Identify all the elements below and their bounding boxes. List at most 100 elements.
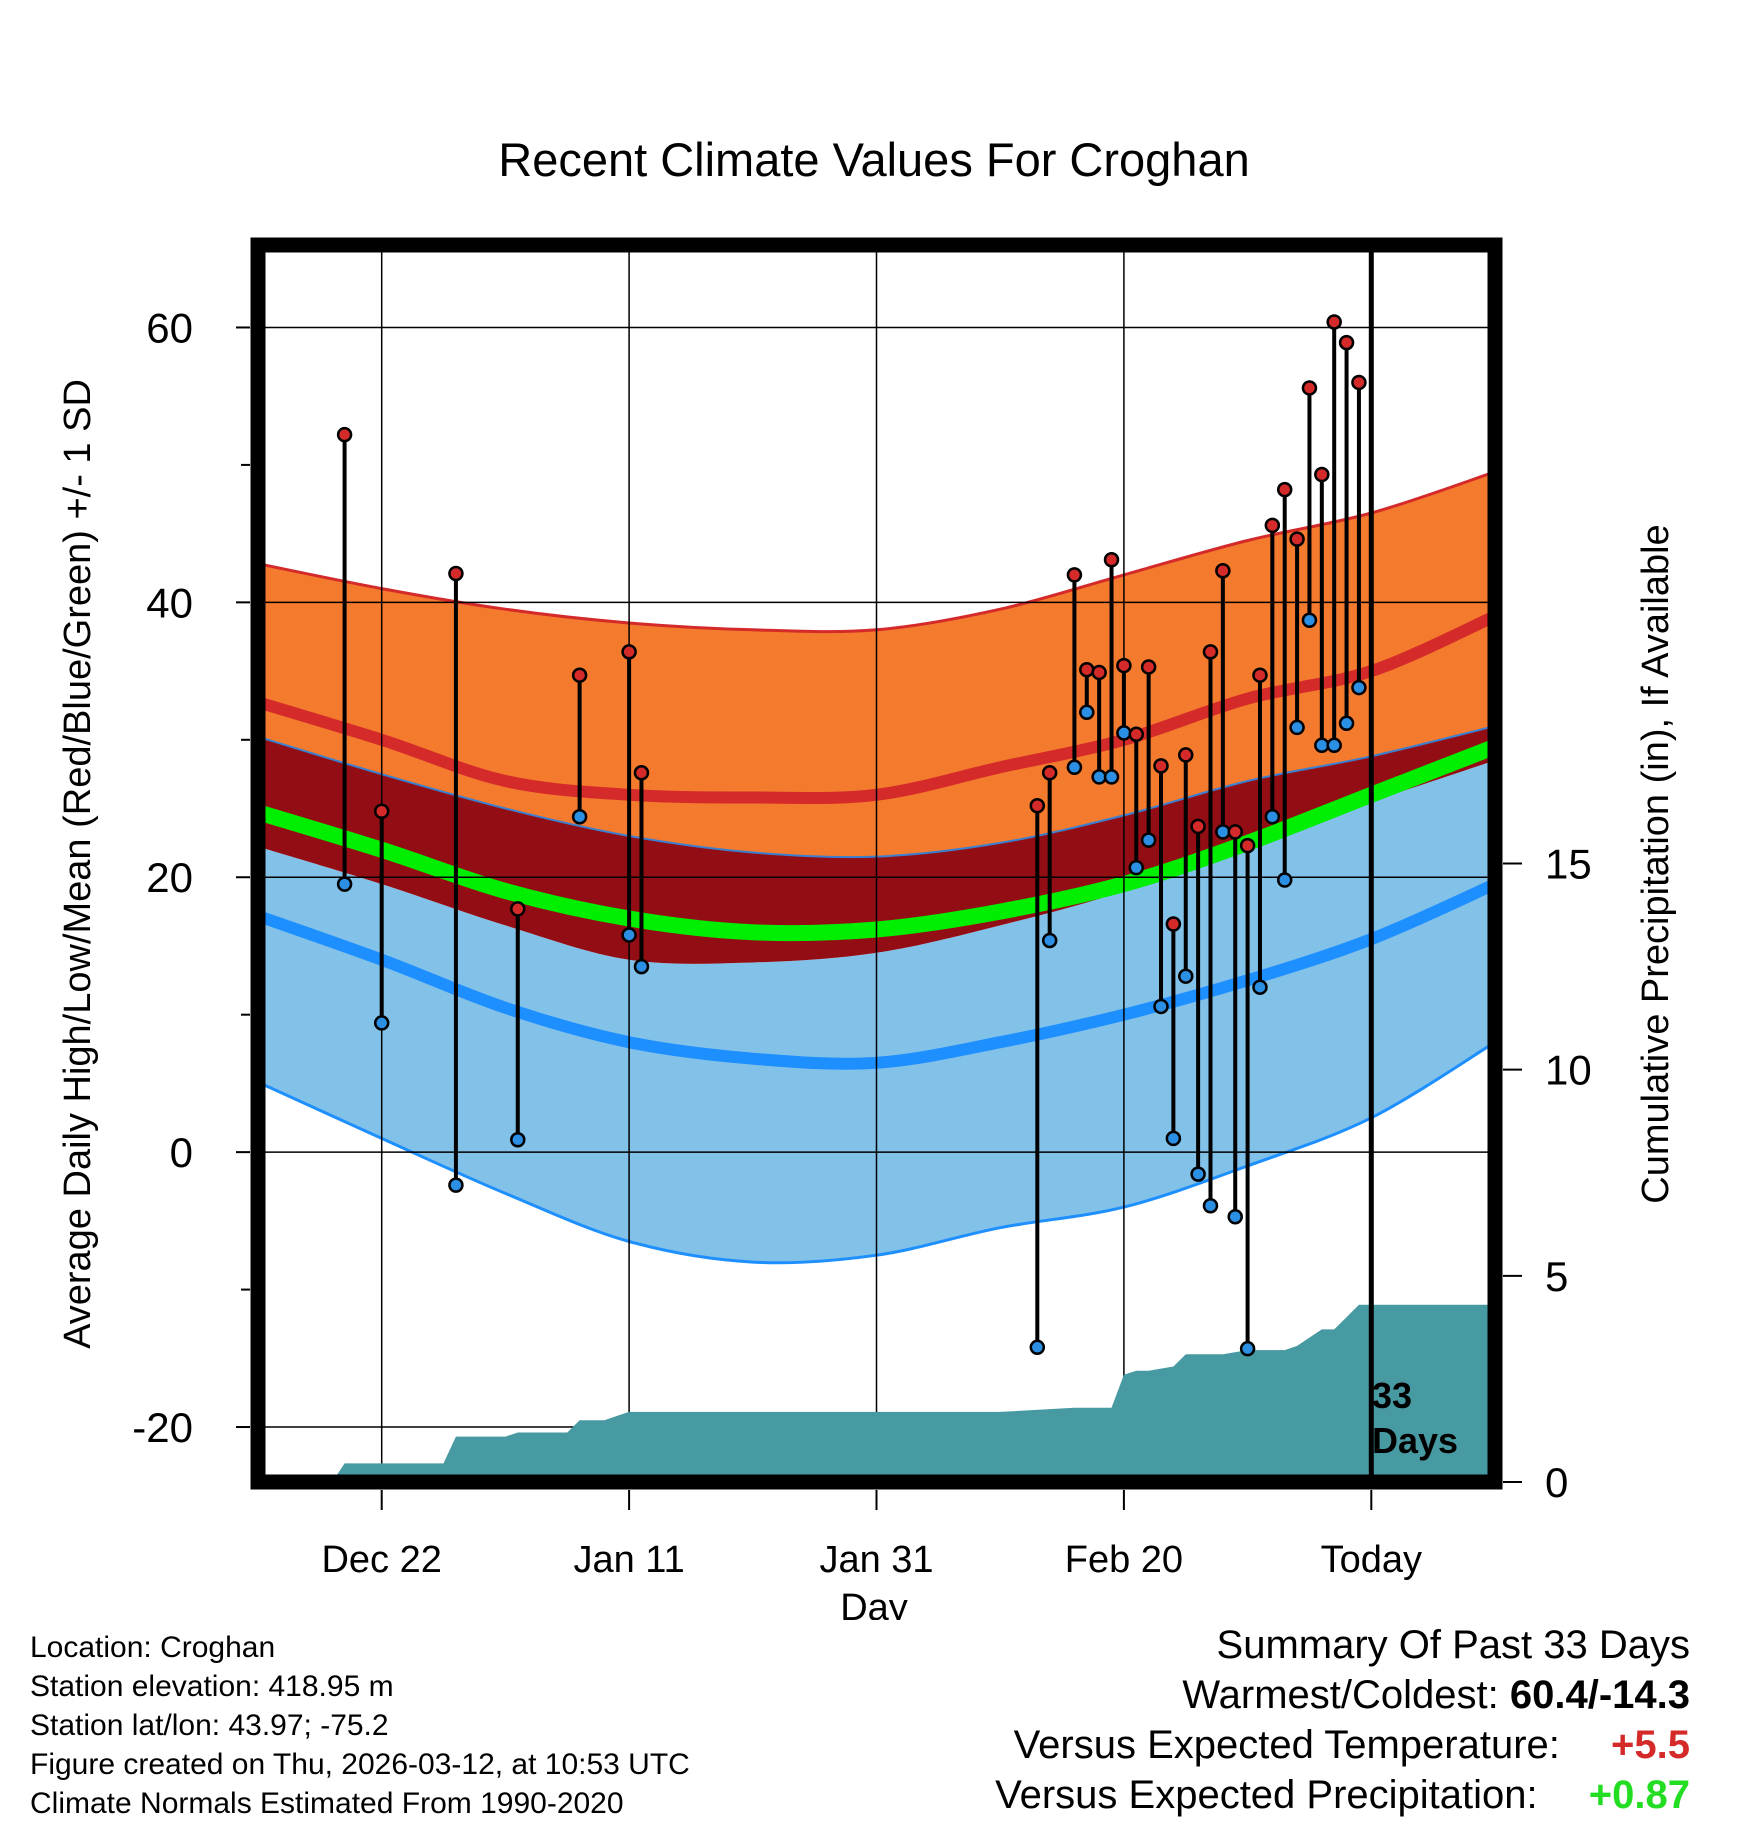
- observation: [1314, 466, 1330, 754]
- y-tick-label: -20: [132, 1404, 193, 1451]
- observation-high-point: [633, 765, 650, 781]
- normals-text: Climate Normals Estimated From 1990-2020: [30, 1787, 624, 1820]
- y-tick-label: 20: [146, 854, 193, 901]
- y-axis-label-left: Average Daily High/Low/Mean (Red/Blue/Gr…: [57, 379, 99, 1349]
- observation: [1289, 531, 1305, 736]
- observation-low-point: [1029, 1339, 1046, 1356]
- observation: [1066, 567, 1083, 776]
- observation: [571, 667, 588, 825]
- precip-tick-label: 0: [1545, 1459, 1568, 1506]
- observation-low-point: [1128, 859, 1145, 876]
- observation-low-point: [1165, 1130, 1182, 1147]
- warmest-coldest-value: 60.4/-14.3: [1509, 1673, 1690, 1717]
- observation: [1239, 837, 1256, 1357]
- observation-low-point: [1153, 998, 1169, 1015]
- observation-low-point: [1326, 737, 1342, 754]
- y-tick-label: 0: [170, 1129, 193, 1176]
- temperature-value: +5.5: [1611, 1723, 1690, 1767]
- observation-low-point: [1338, 715, 1355, 732]
- observation-low-point: [571, 809, 588, 825]
- precip-tick-label: 15: [1545, 841, 1592, 888]
- observation: [1091, 664, 1107, 785]
- observation-high-point: [1351, 374, 1367, 391]
- observation: [1276, 481, 1293, 888]
- observation: [1029, 798, 1046, 1356]
- warmest-coldest-row: Warmest/Coldest: 60.4/-14.3: [995, 1670, 1690, 1720]
- precipitation-value: +0.87: [1588, 1773, 1690, 1817]
- observation-low-point: [1264, 809, 1281, 825]
- observation-low-point: [1276, 872, 1293, 888]
- precip-tick-label: 5: [1545, 1253, 1568, 1300]
- observation: [1202, 644, 1219, 1214]
- observation-low-point: [1079, 704, 1095, 721]
- observation-high-point: [1252, 667, 1268, 683]
- plot-area: [258, 245, 1495, 1482]
- observation: [1252, 667, 1268, 995]
- observation-low-point: [510, 1132, 526, 1148]
- observation: [1338, 334, 1355, 732]
- observation-low-point: [1301, 612, 1318, 628]
- observation-high-point: [621, 644, 637, 660]
- observation-high-point: [1326, 314, 1342, 330]
- observation-high-point: [1091, 664, 1107, 681]
- precipitation-label: Versus Expected Precipitation:: [995, 1773, 1538, 1817]
- observation-low-point: [1314, 737, 1330, 754]
- station-info: Location: Croghan Station elevation: 418…: [30, 1628, 690, 1823]
- precip-tick-label: 10: [1545, 1047, 1592, 1094]
- y-tick-label: 60: [146, 304, 193, 351]
- observation-low-point: [1215, 824, 1231, 840]
- observation: [373, 803, 390, 1031]
- observation: [1165, 916, 1182, 1147]
- right-axis-ticks: 0 5 10 15: [1503, 841, 1592, 1506]
- precipitation-fill: [332, 1304, 1495, 1482]
- observation-high-point: [1128, 726, 1145, 743]
- elevation-text: Station elevation: 418.95 m: [30, 1670, 394, 1703]
- observation: [1140, 659, 1157, 848]
- observation-high-point: [1239, 837, 1256, 854]
- observation: [1153, 758, 1169, 1015]
- observation: [621, 644, 637, 943]
- observation-high-point: [1264, 517, 1281, 534]
- observation-high-point: [1029, 798, 1046, 814]
- plot-frame: [250, 237, 1503, 1490]
- latlon-text: Station lat/lon: 43.97; -75.2: [30, 1709, 389, 1742]
- observation-low-point: [1178, 968, 1194, 984]
- observation: [1178, 747, 1194, 984]
- observation-low-point: [1252, 979, 1268, 995]
- observation-high-point: [1103, 551, 1120, 568]
- observation-high-point: [336, 426, 353, 443]
- observation-high-point: [1190, 818, 1206, 835]
- observation-high-point: [373, 803, 390, 820]
- observation-high-point: [1338, 334, 1355, 351]
- observation: [633, 765, 650, 975]
- observation: [1227, 824, 1243, 1225]
- observation: [1041, 765, 1058, 949]
- left-axis-ticks: -20 0 20 40 60: [132, 304, 250, 1451]
- temperature-label: Versus Expected Temperature:: [1013, 1723, 1560, 1767]
- warmest-coldest-label: Warmest/Coldest:: [1182, 1673, 1499, 1717]
- observation-low-point: [1227, 1208, 1243, 1225]
- observation-low-point: [1351, 679, 1367, 696]
- observation-high-point: [1140, 659, 1157, 675]
- observation: [1116, 657, 1132, 741]
- temperature-row: Versus Expected Temperature: +5.5: [995, 1720, 1690, 1770]
- observation-high-point: [1116, 657, 1132, 674]
- chart-title: Recent Climate Values For Croghan: [498, 133, 1249, 186]
- observation-high-point: [1301, 380, 1318, 396]
- summary-title: Summary Of Past 33 Days: [1216, 1623, 1690, 1667]
- observation: [1103, 551, 1120, 785]
- observation: [1128, 726, 1145, 876]
- observation-high-point: [1079, 661, 1095, 678]
- x-tick-label: Jan 31: [819, 1539, 933, 1581]
- observation-high-point: [1276, 481, 1293, 498]
- x-axis-ticks: Dec 22 Jan 11 Jan 31 Feb 20 Today: [321, 1490, 1422, 1581]
- observation-high-point: [1215, 562, 1231, 579]
- observation-high-point: [1289, 531, 1305, 547]
- observation-low-point: [1289, 719, 1305, 736]
- x-tick-label: Jan 11: [573, 1539, 684, 1581]
- observation: [1190, 818, 1206, 1182]
- observation-high-point: [1041, 765, 1058, 781]
- x-tick-label: Dec 22: [321, 1539, 441, 1581]
- observation-low-point: [1202, 1197, 1219, 1214]
- observation-high-point: [1314, 466, 1330, 483]
